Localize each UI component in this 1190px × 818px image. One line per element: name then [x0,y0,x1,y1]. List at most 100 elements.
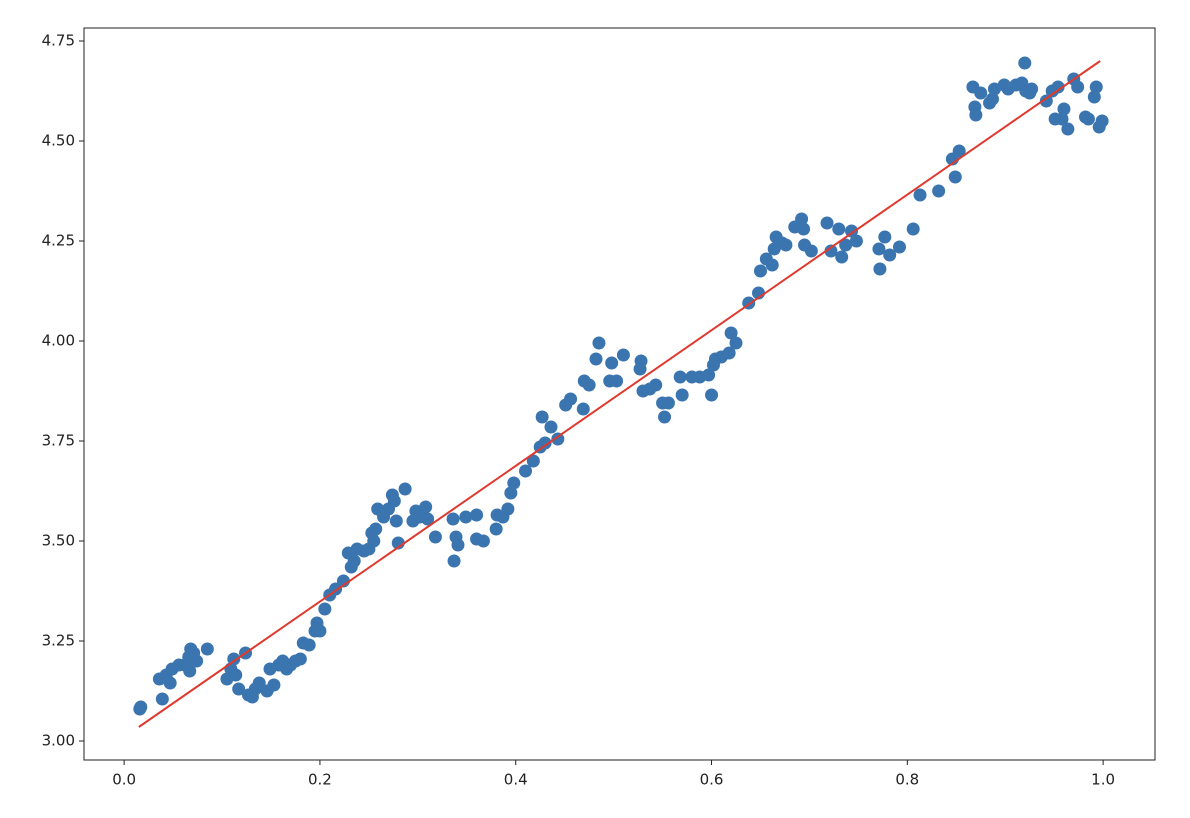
scatter-point [610,374,624,388]
scatter-point [872,242,886,256]
scatter-point [419,500,433,514]
scatter-point [347,554,361,568]
scatter-point [446,512,460,526]
scatter-point [724,326,738,340]
scatter-point [421,512,435,526]
scatter-point [501,502,515,516]
scatter-point [183,664,197,678]
scatter-point [985,92,999,106]
scatter-point [952,144,966,158]
scatter-point [398,482,412,496]
scatter-point [229,668,243,682]
scatter-point [873,262,887,276]
scatter-point [293,652,307,666]
scatter-point [1095,114,1109,128]
scatter-point [504,486,518,500]
scatter-point [616,348,630,362]
scatter-point [163,676,177,690]
x-tick-label: 0.0 [112,771,136,789]
scatter-point [824,244,838,258]
scatter-point [1057,102,1071,116]
scatter-point [252,676,266,690]
scatter-point [1081,112,1095,126]
scatter-point [535,410,549,424]
scatter-point [389,514,403,528]
scatter-point [913,188,927,202]
scatter-point [649,378,663,392]
scatter-point [318,602,332,616]
scatter-point [820,216,834,230]
scatter-point [447,554,461,568]
scatter-point [765,258,779,272]
x-tick-label: 1.0 [1091,771,1115,789]
scatter-point [369,522,383,536]
y-tick-label: 3.75 [42,432,75,450]
scatter-point [932,184,946,198]
x-tick-label: 0.4 [504,771,528,789]
scatter-point [489,522,503,536]
scatter-point [705,388,719,402]
scatter-point [576,402,590,416]
scatter-point [634,354,648,368]
scatter-point [673,370,687,384]
scatter-point [779,238,793,252]
scatter-point [155,692,169,706]
scatter-point [451,538,465,552]
scatter-point [702,368,716,382]
scatter-point [1061,122,1075,136]
y-tick-label: 3.50 [42,532,75,550]
y-tick-label: 4.00 [42,332,75,350]
plot-frame [83,27,1156,761]
x-tick-label: 0.2 [308,771,332,789]
scatter-point [832,222,846,236]
scatter-point [538,436,552,450]
scatter-point [1071,80,1085,94]
scatter-point [729,336,743,350]
scatter-point [906,222,920,236]
scatter-point [544,420,558,434]
scatter-point [459,510,473,524]
scatter-point [526,454,540,468]
scatter-point [1025,82,1039,96]
y-tick-label: 4.50 [42,132,75,150]
scatter-point [1089,80,1103,94]
scatter-point [592,336,606,350]
scatter-point [476,534,490,548]
scatter-point [134,700,148,714]
scatter-point [391,536,405,550]
scatter-point [336,574,350,588]
scatter-point [470,508,484,522]
y-tick-label: 4.75 [42,32,75,50]
scatter-point [1018,56,1032,70]
scatter-point [1051,80,1065,94]
scatter-point [987,82,1001,96]
scatter-point [753,264,767,278]
scatter-point [519,464,533,478]
scatter-point [564,392,578,406]
scatter-point [878,230,892,244]
scatter-point [589,352,603,366]
y-tick-label: 4.25 [42,232,75,250]
scatter-point [722,346,736,360]
scatter-point [387,494,401,508]
scatter-point [845,224,859,238]
scatter-point [200,642,214,656]
scatter-point [551,432,565,446]
scatter-point [582,378,596,392]
scatter-point [675,388,689,402]
scatter-point [302,638,316,652]
scatter-point [232,682,246,696]
scatter-point [948,170,962,184]
scatter-point [797,222,811,236]
scatter-point [367,534,381,548]
x-tick-label: 0.6 [700,771,724,789]
scatter-point [313,624,327,638]
scatter-point [1039,94,1053,108]
scatter-point [883,248,897,262]
scatter-point [190,654,204,668]
y-tick-label: 3.25 [42,632,75,650]
scatter-point [605,356,619,370]
scatter-point [661,396,675,410]
scatter-point [507,476,521,490]
